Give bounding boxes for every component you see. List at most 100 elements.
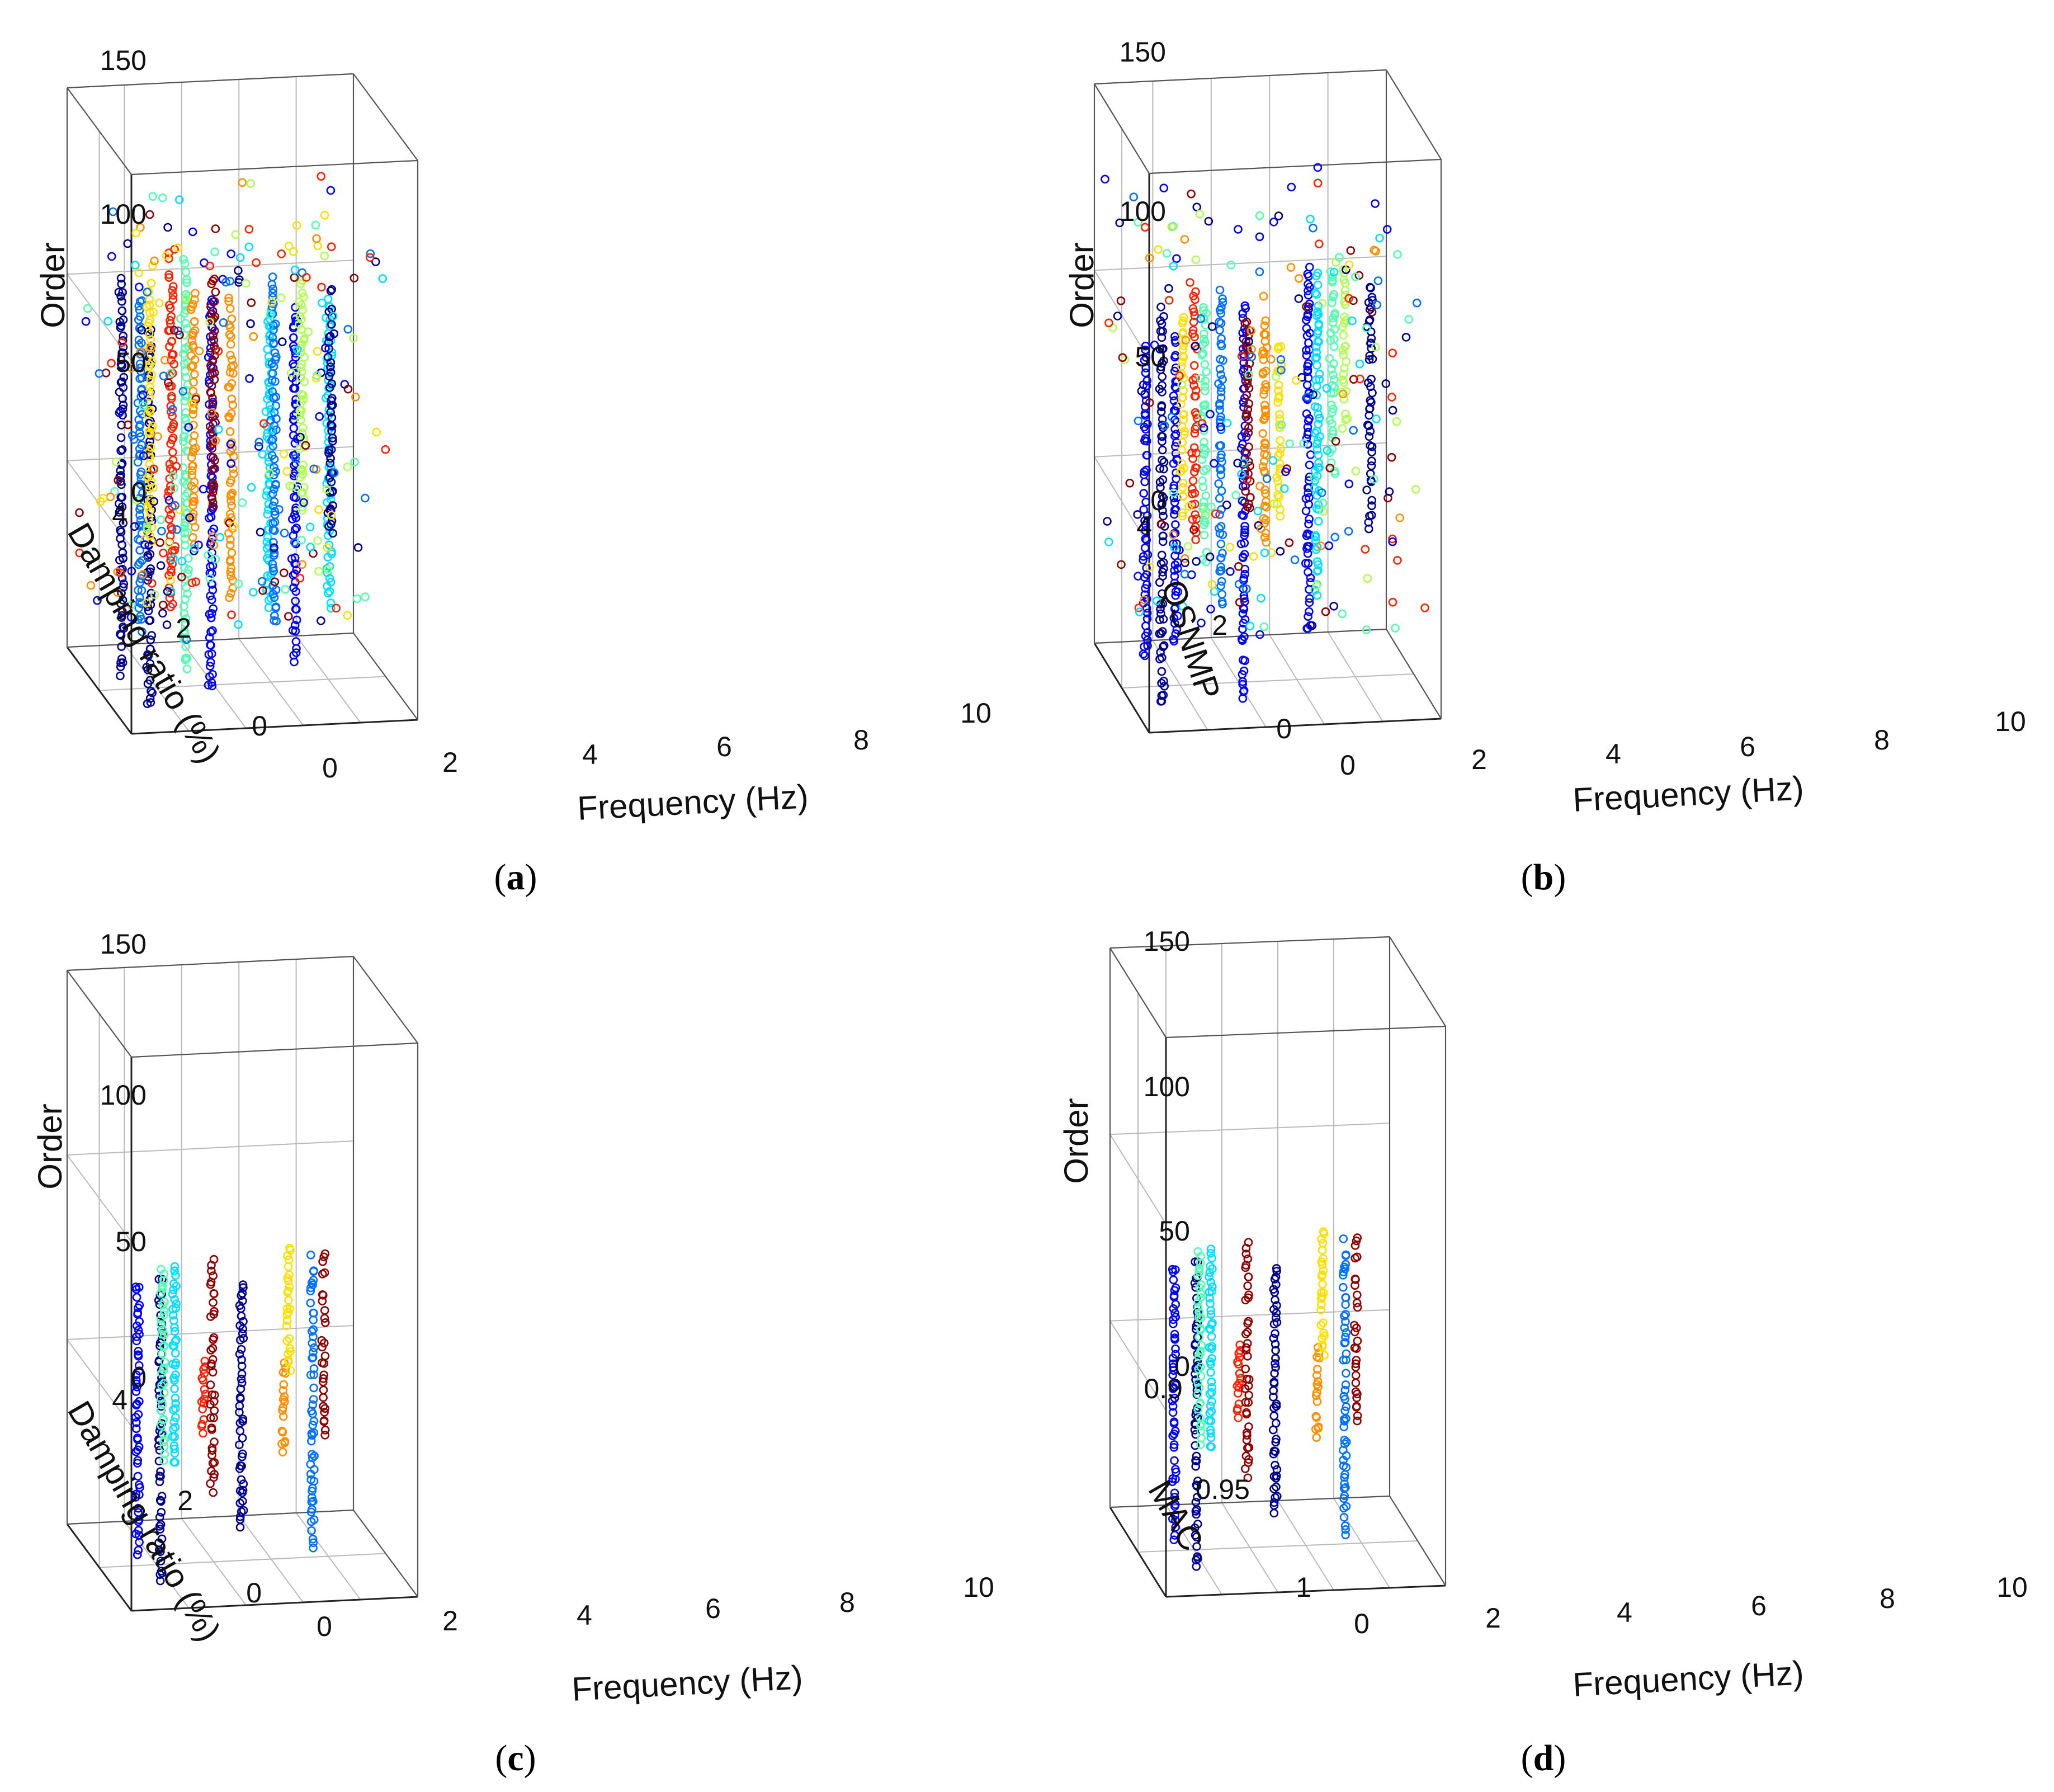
- data-point: [126, 612, 136, 622]
- data-point: [1349, 426, 1358, 435]
- data-point: [1363, 574, 1372, 583]
- data-point: [1342, 1349, 1351, 1359]
- data-point: [1257, 593, 1266, 603]
- data-point: [372, 427, 381, 437]
- data-point: [1260, 533, 1269, 542]
- data-point: [1192, 1482, 1202, 1491]
- data-point: [1178, 602, 1188, 611]
- data-point: [164, 270, 173, 279]
- data-point: [1216, 553, 1226, 563]
- data-point: [279, 449, 289, 459]
- data-point: [170, 1384, 179, 1393]
- data-point: [1367, 374, 1376, 384]
- data-point: [1200, 329, 1208, 338]
- panel-d-xtick: 10: [1996, 1572, 2028, 1603]
- panel-c-xtick: 2: [442, 1605, 458, 1637]
- panel-b-xtick: 10: [1995, 706, 2026, 737]
- data-point: [157, 1534, 167, 1544]
- data-point: [187, 466, 197, 475]
- data-point: [1207, 1442, 1216, 1451]
- data-point: [1244, 1290, 1253, 1299]
- data-point: [1260, 400, 1269, 410]
- data-point: [1339, 1282, 1348, 1292]
- data-point: [169, 1279, 178, 1288]
- box-edge: [1149, 718, 1442, 734]
- data-point: [1239, 398, 1248, 407]
- data-point: [205, 261, 215, 271]
- data-point: [1269, 1501, 1279, 1510]
- data-point: [169, 326, 179, 335]
- data-point: [329, 468, 339, 478]
- data-point: [1159, 356, 1168, 365]
- data-point: [1329, 359, 1338, 369]
- data-point: [361, 493, 370, 503]
- data-point: [149, 464, 159, 474]
- data-point: [1177, 357, 1187, 367]
- data-point: [1156, 303, 1165, 312]
- data-point: [208, 393, 217, 403]
- data-point: [181, 267, 191, 277]
- data-point: [200, 1399, 209, 1408]
- data-point: [271, 377, 280, 386]
- data-point: [229, 469, 238, 478]
- data-point: [1271, 1460, 1279, 1470]
- panel-c-xtick: 4: [577, 1600, 592, 1631]
- data-point: [280, 1392, 289, 1401]
- data-point: [328, 529, 338, 538]
- data-point: [1170, 1493, 1179, 1502]
- data-point: [284, 242, 294, 251]
- data-point: [298, 560, 307, 569]
- data-point: [135, 1361, 144, 1370]
- data-point: [307, 1406, 316, 1416]
- data-point: [1171, 520, 1180, 529]
- box-edge: [67, 1509, 354, 1525]
- data-point: [119, 315, 128, 324]
- box-edge: [67, 955, 354, 972]
- data-point: [1158, 381, 1167, 390]
- data-point: [1241, 1451, 1251, 1461]
- panel-a-ztick: 150: [100, 45, 147, 76]
- panel-d-points: [1168, 1227, 1362, 1571]
- data-point: [1338, 609, 1347, 619]
- data-point: [327, 516, 337, 526]
- data-point: [159, 1310, 169, 1319]
- data-point: [1370, 475, 1378, 484]
- data-point: [1314, 517, 1323, 526]
- data-point: [189, 421, 198, 430]
- data-point: [1367, 308, 1377, 317]
- panel-c-xtick: 0: [317, 1611, 332, 1642]
- data-point: [1260, 443, 1269, 452]
- data-point: [285, 1282, 294, 1291]
- data-point: [1306, 214, 1315, 224]
- data-point: [1316, 1321, 1326, 1329]
- data-point: [1312, 1413, 1321, 1422]
- data-point: [1255, 232, 1264, 242]
- data-point: [171, 1304, 181, 1313]
- data-point: [1116, 296, 1126, 305]
- data-point: [1238, 609, 1248, 618]
- data-point: [1226, 260, 1236, 270]
- data-point: [1175, 371, 1184, 380]
- data-point: [182, 583, 191, 592]
- data-point: [133, 1456, 143, 1465]
- data-point: [1348, 316, 1357, 326]
- data-point: [1142, 614, 1152, 624]
- data-point: [201, 1389, 210, 1399]
- data-point: [266, 405, 276, 414]
- data-point: [323, 294, 333, 304]
- data-point: [199, 484, 208, 494]
- data-point: [1314, 319, 1324, 329]
- data-point: [145, 295, 154, 304]
- data-point: [168, 433, 178, 442]
- data-point: [205, 633, 214, 642]
- data-point: [1315, 413, 1324, 423]
- grid-line: [1109, 1134, 1167, 1224]
- data-point: [308, 1421, 318, 1430]
- data-point: [277, 249, 286, 258]
- data-point: [1342, 1502, 1351, 1511]
- data-point: [1207, 1253, 1216, 1263]
- box-edge: [1165, 1584, 1446, 1598]
- data-point: [1189, 525, 1198, 535]
- data-point: [1338, 322, 1347, 332]
- data-point: [350, 273, 359, 283]
